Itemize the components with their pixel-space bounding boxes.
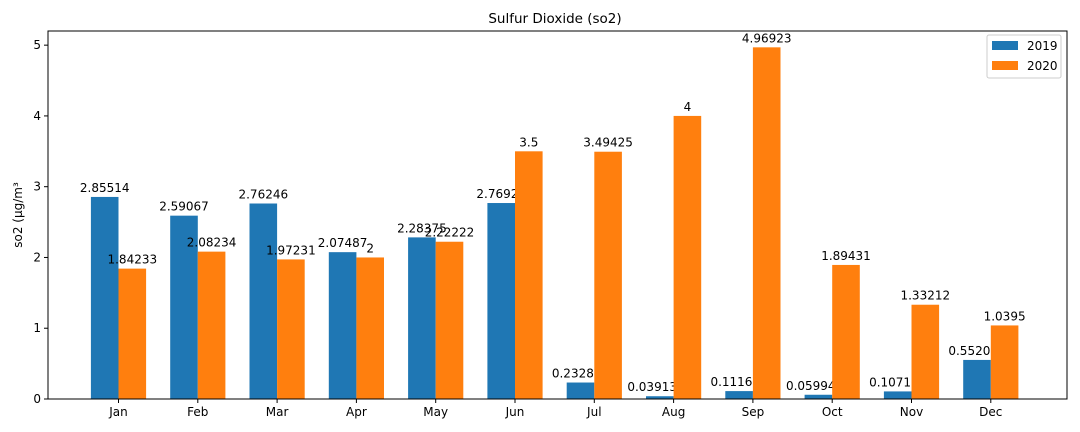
bar-2019-may [408, 237, 436, 399]
data-label: 1.84233 [107, 253, 157, 267]
y-tick-label: 4 [33, 109, 41, 123]
data-label: 2.76923 [476, 187, 526, 201]
x-tick-label: Nov [900, 405, 923, 419]
bar-2020-aug [673, 115, 702, 399]
bar-2019-jun [487, 203, 515, 399]
data-label: 2.08234 [187, 236, 237, 250]
bar-2019-jul [566, 382, 595, 399]
y-tick-label: 0 [33, 392, 41, 406]
x-tick-label: Jul [586, 405, 601, 419]
data-label: 1.89431 [821, 249, 871, 263]
plot-frame [47, 30, 1068, 400]
x-tick-label: Dec [979, 405, 1002, 419]
bar-2020-dec [990, 325, 1019, 399]
data-label: 1.0395 [984, 309, 1026, 323]
bar-2020-nov [911, 304, 940, 399]
data-label: 2.22222 [425, 226, 475, 240]
bar-2020-apr [356, 257, 384, 399]
bar-2020-may [435, 241, 464, 399]
data-label: 3.5 [519, 135, 538, 149]
legend-swatch-2019 [992, 41, 1018, 50]
plot-area: 0 1 2 3 4 5 2.85514 1.84233 Jan 2.59067 2.08234 Feb… [33, 31, 1025, 419]
bar-2020-jul [594, 151, 622, 399]
data-label: 2.07487 [318, 236, 368, 250]
x-tick-label: Oct [822, 405, 843, 419]
x-tick-label: Jun [505, 405, 525, 419]
data-label: 3.49425 [583, 136, 633, 150]
data-label: 2 [366, 241, 374, 255]
legend-label-2020: 2020 [1027, 59, 1058, 73]
legend: 2019 2020 [986, 34, 1062, 79]
x-tick-label: May [423, 405, 448, 419]
x-tick-label: Jan [108, 405, 128, 419]
y-tick-label: 3 [33, 180, 41, 194]
bar-2020-jan [118, 268, 147, 399]
y-tick-label: 2 [33, 250, 41, 264]
legend-label-2019: 2019 [1027, 39, 1058, 53]
data-label: 2.76246 [238, 188, 288, 202]
bar-2019-apr [328, 252, 357, 399]
data-label: 4.96923 [742, 31, 792, 45]
data-label: 4 [684, 100, 692, 114]
bar-2019-sep [725, 391, 753, 399]
x-tick-label: Mar [266, 405, 289, 419]
bar-2019-oct [804, 394, 833, 399]
bar-2020-jun [515, 151, 543, 399]
x-tick-label: Aug [662, 405, 685, 419]
bar-2019-feb [170, 215, 198, 399]
bar-2019-aug [646, 396, 674, 399]
y-axis-label: so2 (µg/m³ [11, 182, 25, 248]
legend-swatch-2020 [992, 61, 1018, 70]
bar-2019-jan [90, 196, 119, 399]
bar-2020-sep [752, 47, 781, 399]
bar-2020-feb [197, 251, 226, 399]
data-label: 1.97231 [266, 243, 316, 257]
x-tick-label: Sep [742, 405, 765, 419]
bar-2019-dec [963, 359, 991, 399]
x-tick-label: Apr [346, 405, 367, 419]
bar-2020-mar [277, 259, 305, 399]
data-label: 1.33212 [900, 289, 950, 303]
data-label: 2.28375 [397, 221, 447, 235]
bar-2020-oct [832, 264, 860, 399]
x-tick-label: Feb [187, 405, 208, 419]
data-label: 2.59067 [159, 200, 209, 214]
y-tick-label: 5 [33, 38, 41, 52]
data-label: 2.85514 [80, 181, 130, 195]
bar-2019-mar [249, 203, 278, 399]
chart-title: Sulfur Dioxide (so2) [488, 11, 621, 27]
y-tick-label: 1 [33, 321, 41, 335]
bar-2019-nov [883, 391, 912, 399]
